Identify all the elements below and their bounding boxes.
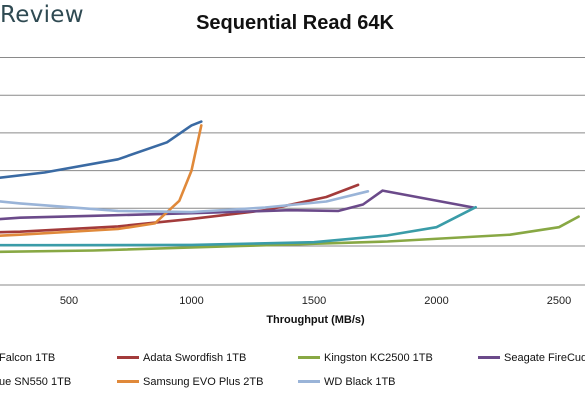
series-line	[0, 124, 203, 237]
x-tick-label: 500	[60, 295, 78, 307]
legend-item-wdblack: WD Black 1TB	[298, 376, 396, 388]
legend-item-samsung: Samsung EVO Plus 2TB	[117, 376, 263, 388]
x-tick-label: 1000	[179, 295, 203, 307]
legend-item-adata: Adata Swordfish 1TB	[117, 352, 246, 364]
legend-swatch	[478, 355, 500, 359]
x-tick-label: 1500	[302, 295, 326, 307]
x-tick-labels: 500 1000 1500 2000 2500	[60, 295, 571, 307]
legend-item-seagate: Seagate FireCuda	[478, 352, 585, 364]
legend-item-kingston: Kingston KC2500 1TB	[298, 352, 433, 364]
brand-logo: Review	[0, 2, 84, 28]
legend-item-falcon: Falcon 1TB	[0, 352, 55, 364]
legend-label: Samsung EVO Plus 2TB	[143, 376, 264, 388]
legend-swatch	[117, 355, 139, 359]
series-line	[0, 120, 203, 179]
x-tick-label: 2500	[547, 295, 571, 307]
series-line	[0, 205, 478, 247]
x-tick-label: 2000	[424, 295, 448, 307]
legend-swatch	[298, 355, 320, 359]
chart-title: Sequential Read 64K	[196, 12, 394, 34]
series-line	[0, 189, 475, 221]
series-line	[0, 215, 580, 254]
gridlines	[0, 57, 585, 247]
legend-item-wdblue: ue SN550 1TB	[0, 376, 71, 388]
series-lines	[0, 120, 580, 254]
series-line	[0, 190, 370, 214]
legend-label: Kingston KC2500 1TB	[324, 352, 433, 364]
legend-label: Seagate FireCuda	[504, 352, 585, 364]
legend-label: Falcon 1TB	[0, 352, 56, 364]
x-axis-label: Throughput (MB/s)	[266, 314, 365, 326]
legend-label: ue SN550 1TB	[0, 376, 72, 388]
legend-swatch	[117, 379, 139, 383]
series-line	[0, 183, 360, 234]
legend-swatch	[298, 379, 320, 383]
legend-label: WD Black 1TB	[324, 376, 396, 388]
legend-label: Adata Swordfish 1TB	[143, 352, 247, 364]
